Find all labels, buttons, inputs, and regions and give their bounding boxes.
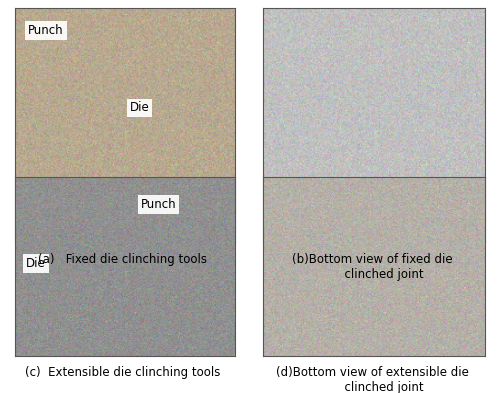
Text: (a)   Fixed die clinching tools: (a) Fixed die clinching tools: [38, 253, 207, 266]
Text: (b)Bottom view of fixed die
      clinched joint: (b)Bottom view of fixed die clinched joi…: [292, 253, 453, 281]
Text: (c)  Extensible die clinching tools: (c) Extensible die clinching tools: [25, 366, 220, 379]
Text: Die: Die: [26, 257, 46, 270]
Text: (d)Bottom view of extensible die
      clinched joint: (d)Bottom view of extensible die clinche…: [276, 366, 469, 393]
Text: Punch: Punch: [28, 24, 64, 37]
Text: Die: Die: [130, 101, 149, 114]
Text: Punch: Punch: [140, 198, 176, 211]
